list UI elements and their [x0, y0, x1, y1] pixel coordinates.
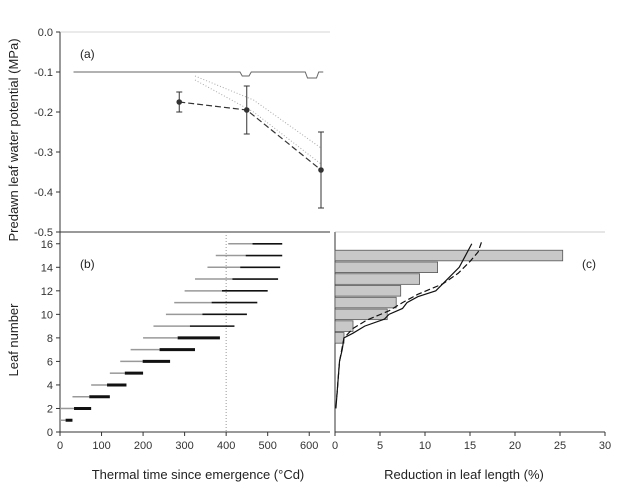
panel-b-y-tick-label: 6 [47, 356, 53, 368]
panel-b-x-tick-label: 100 [92, 440, 110, 452]
panel-a-y-tick-label: -0.4 [34, 187, 53, 199]
panel-b-x-tick-label: 500 [259, 440, 277, 452]
panel-b-x-tick-label: 400 [217, 440, 235, 452]
panel-c-bar [334, 249, 564, 262]
x-axis-title-b: Thermal time since emergence (°Cd) [92, 467, 305, 482]
y-axis-title-a: Predawn leaf water potential (MPa) [6, 38, 21, 241]
panel-c-x-tick-label: 25 [554, 440, 566, 452]
panel-c-x-tick-label: 5 [377, 440, 383, 452]
panel-c: (c) 0 5 10 15 20 25 30 [332, 231, 611, 452]
y-axis-title-b: Leaf number [6, 303, 21, 377]
panel-a-band-lower [194, 79, 322, 165]
panel-a-y-tick-label: -0.3 [34, 147, 53, 159]
panel-b-x-tick-label: 600 [300, 440, 318, 452]
panel-c-x-tick-label: 10 [419, 440, 431, 452]
panel-b-y-ticks: 0 2 4 6 8 10 12 14 16 [41, 239, 60, 439]
panel-a-series [73, 71, 324, 209]
panel-c-bar [334, 296, 397, 309]
panel-a-y-tick-label: -0.2 [34, 107, 53, 119]
panel-a-data-point [318, 167, 324, 173]
panel-b-x-tick-label: 300 [175, 440, 193, 452]
panel-c-x-tick-label: 0 [332, 440, 338, 452]
panel-b: (b) 0 100 200 300 400 500 600 0 2 4 6 8 10 12 14 16 [41, 231, 330, 452]
panel-c-x-ticks: 0 5 10 15 20 25 30 [332, 432, 611, 452]
panel-a-dashed-line [179, 101, 322, 171]
panel-b-y-tick-label: 12 [41, 286, 53, 298]
panel-b-y-tick-label: 8 [47, 333, 53, 345]
panel-c-bar [334, 273, 420, 285]
panel-b-y-tick-label: 4 [47, 380, 53, 392]
panel-b-y-tick-label: 16 [41, 239, 53, 251]
panel-c-bar [334, 308, 388, 321]
panel-a-data-point [243, 107, 250, 113]
x-axis-title-c: Reduction in leaf length (%) [384, 467, 544, 482]
panel-c-cumulative-dashed [336, 241, 483, 397]
panel-c-bar [334, 320, 354, 332]
panel-b-y-tick-label: 0 [47, 427, 53, 439]
panel-b-x-tick-label: 200 [134, 440, 152, 452]
panel-a-data-point [176, 99, 183, 105]
panel-a: (a) 0.0 -0.1 -0.2 -0.3 -0.4 -0.5 [34, 27, 330, 239]
panel-a-label: (a) [80, 47, 95, 61]
panel-a-reference-line [73, 71, 324, 79]
panel-c-bar [334, 261, 438, 273]
panel-c-label: (c) [582, 257, 596, 271]
panel-b-x-tick-label: 0 [57, 440, 63, 452]
panel-b-y-tick-label: 2 [47, 403, 53, 415]
panel-c-x-tick-label: 20 [509, 440, 521, 452]
panel-b-leaf-bars [60, 242, 283, 422]
panel-b-y-tick-label: 14 [41, 262, 53, 274]
panel-a-y-tick-label: -0.5 [34, 227, 53, 239]
panel-b-y-tick-label: 10 [41, 309, 53, 321]
panel-a-y-tick-label: 0.0 [38, 27, 53, 39]
panel-b-x-ticks: 0 100 200 300 400 500 600 [57, 432, 318, 452]
panel-c-x-tick-label: 15 [464, 440, 476, 452]
panel-c-bars [334, 249, 564, 344]
panel-c-cumulative-solid [335, 243, 473, 409]
panel-c-bar [334, 332, 345, 344]
panel-c-cumulative-lines [335, 241, 483, 409]
panel-c-bar [334, 285, 402, 297]
panel-c-x-tick-label: 30 [599, 440, 611, 452]
panel-a-y-tick-label: -0.1 [34, 67, 53, 79]
panel-a-band-upper [194, 75, 322, 149]
panel-a-y-ticks: 0.0 -0.1 -0.2 -0.3 -0.4 -0.5 [34, 27, 60, 239]
panel-b-label: (b) [80, 257, 95, 271]
